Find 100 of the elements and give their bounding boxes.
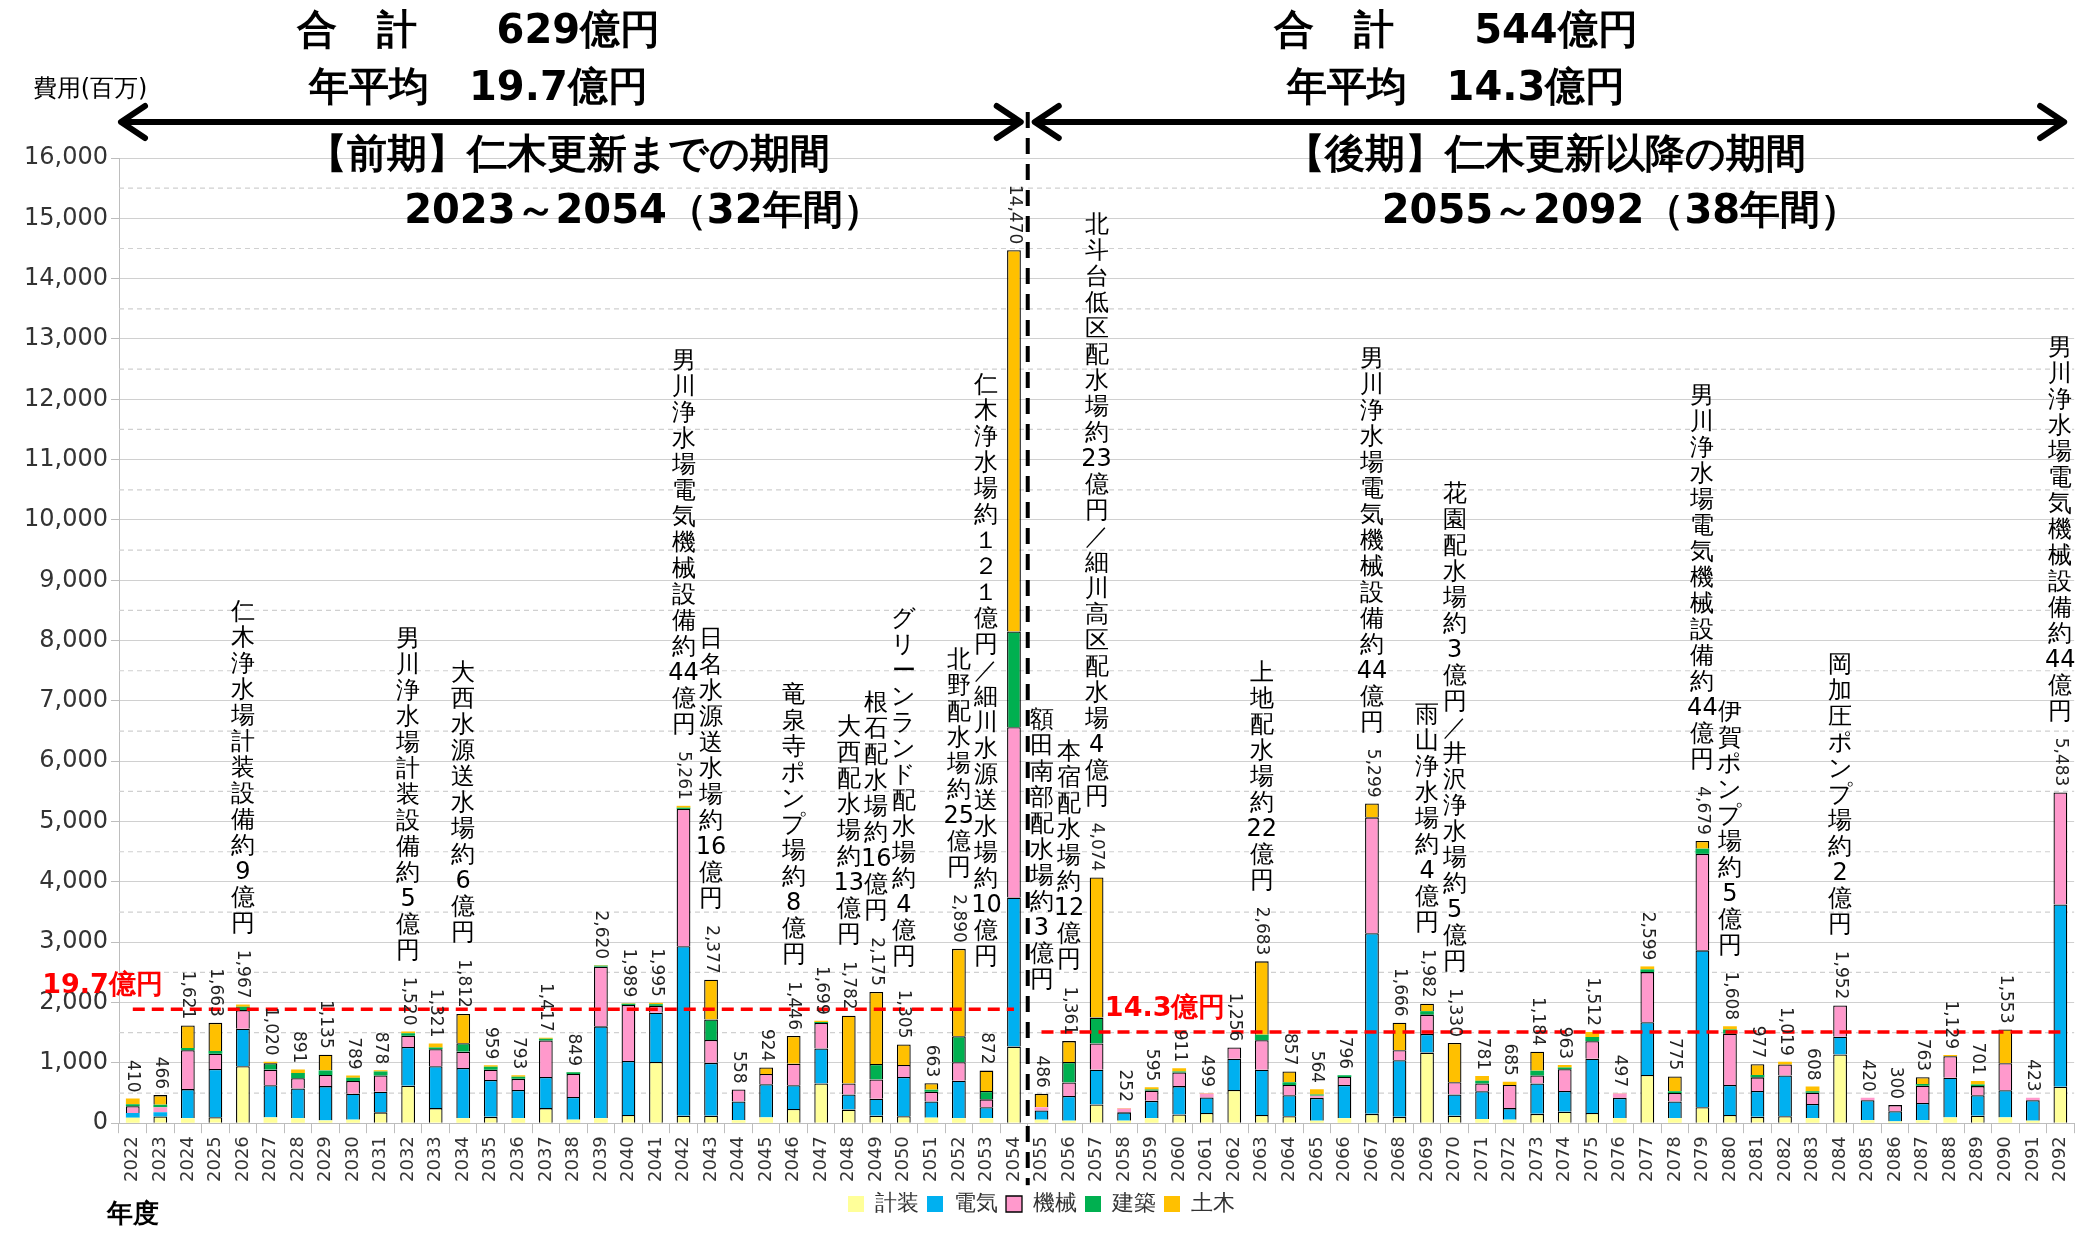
text: 伊賀ポンプ場約5億円 bbox=[1717, 696, 1743, 959]
total-label: 499 bbox=[1198, 1054, 1219, 1088]
text: 男川浄水場計装設備約5億円 bbox=[396, 623, 421, 964]
total-label: 959 bbox=[482, 1026, 503, 1060]
total-label: 663 bbox=[922, 1044, 943, 1078]
text: 雨山浄水場約4億円 bbox=[1415, 699, 1440, 936]
x-tick-label: 2075 bbox=[1579, 1136, 1601, 1182]
x-tick-label: 2092 bbox=[2048, 1136, 2070, 1182]
x-tick-label: 2037 bbox=[533, 1136, 555, 1182]
legend-label: 計装 bbox=[875, 1189, 919, 1215]
total-label: 685 bbox=[1501, 1043, 1522, 1076]
total-label: 1,995 bbox=[647, 948, 668, 997]
total-label: 1,446 bbox=[785, 981, 806, 1030]
x-tick-label: 2028 bbox=[285, 1136, 307, 1182]
total-label: 701 bbox=[1969, 1042, 1990, 1075]
text: 男川浄水場電気機械設備約44億円 bbox=[1356, 343, 1388, 736]
total-label: 1,135 bbox=[317, 1000, 338, 1049]
x-tick-label: 2043 bbox=[698, 1136, 720, 1182]
y-tick-label: 0 bbox=[92, 1107, 108, 1136]
total-label: 891 bbox=[289, 1030, 310, 1064]
total-label: 872 bbox=[978, 1032, 999, 1065]
total-label: 763 bbox=[1914, 1038, 1935, 1072]
y-tick-label: 13,000 bbox=[24, 323, 108, 352]
x-tick-label: 2069 bbox=[1414, 1136, 1436, 1182]
text: 男川浄水場電気機械設備約44億円 bbox=[2045, 332, 2076, 725]
x-tick-label: 2073 bbox=[1524, 1136, 1546, 1182]
x-tick-label: 2089 bbox=[1965, 1136, 1987, 1182]
y-tick-label: 14,000 bbox=[24, 262, 108, 291]
total-label: 564 bbox=[1308, 1050, 1329, 1084]
total-label: 1,020 bbox=[262, 1006, 283, 1056]
x-tick-label: 2076 bbox=[1607, 1136, 1629, 1182]
x-tick-label: 2039 bbox=[588, 1136, 610, 1182]
total-label: 963 bbox=[1556, 1026, 1577, 1060]
x-tick-label: 2056 bbox=[1056, 1136, 1078, 1182]
total-label: 1,321 bbox=[427, 988, 448, 1038]
total-label: 5,261 bbox=[675, 751, 696, 800]
total-label: 2,377 bbox=[702, 925, 723, 974]
y-tick-label: 15,000 bbox=[24, 202, 108, 231]
x-tick-label: 2085 bbox=[1855, 1136, 1877, 1182]
x-tick-label: 2038 bbox=[561, 1136, 583, 1182]
x-tick-label: 2082 bbox=[1772, 1136, 1794, 1182]
y-tick-label: 1,000 bbox=[39, 1047, 108, 1076]
total-label: 1,666 bbox=[1391, 968, 1412, 1017]
x-tick-label: 2030 bbox=[340, 1136, 362, 1182]
total-label: 878 bbox=[372, 1031, 393, 1065]
y-tick-label: 3,000 bbox=[39, 926, 108, 955]
total-label: 1,989 bbox=[620, 948, 641, 998]
y-tick-label: 10,000 bbox=[24, 504, 108, 533]
text: 年平均 14.3億円 bbox=[1285, 63, 1626, 110]
total-label: 1,553 bbox=[1996, 974, 2017, 1024]
annotation: 2023～2054（32年間） bbox=[404, 186, 883, 233]
x-tick-label: 2061 bbox=[1194, 1136, 1216, 1182]
total-label: 1,982 bbox=[1418, 948, 1439, 998]
annotation: 【前期】仁木更新までの期間 bbox=[306, 130, 830, 177]
total-label: 558 bbox=[730, 1051, 751, 1084]
text: 年平均 19.7億円 bbox=[308, 63, 648, 110]
x-tick-label: 2041 bbox=[643, 1136, 665, 1182]
y-tick-label: 12,000 bbox=[24, 383, 108, 412]
x-tick-label: 2077 bbox=[1635, 1136, 1656, 1182]
total-label: 608 bbox=[1804, 1048, 1825, 1081]
text: 上地配水場約22億円 bbox=[1246, 657, 1278, 894]
total-label: 1,019 bbox=[1776, 1007, 1797, 1056]
total-label: 1,782 bbox=[840, 961, 861, 1010]
x-tick-label: 2024 bbox=[175, 1136, 197, 1182]
total-label: 1,129 bbox=[1941, 1000, 1962, 1050]
text: 仁木浄水場計装設備約9億円 bbox=[230, 596, 255, 937]
x-tick-label: 2051 bbox=[919, 1136, 941, 1182]
x-tick-label: 2086 bbox=[1882, 1136, 1904, 1182]
text: 合 計 544億円 bbox=[1273, 6, 1638, 53]
text: 竜泉寺ポンプ場約8億円 bbox=[781, 680, 807, 969]
x-tick-label: 2027 bbox=[258, 1136, 280, 1182]
x-tick-label: 2046 bbox=[781, 1136, 803, 1182]
annotation: 【後期】仁木更新以降の期間 bbox=[1285, 130, 1807, 177]
x-tick-label: 2045 bbox=[753, 1136, 775, 1182]
x-tick-label: 2025 bbox=[203, 1136, 225, 1182]
text: 岡加圧ポンプ場約2億円 bbox=[1827, 649, 1853, 938]
total-label: 796 bbox=[1335, 1036, 1356, 1070]
text: 男川浄水場電気機械設備約44億円 bbox=[1687, 381, 1718, 774]
x-tick-label: 2031 bbox=[368, 1136, 390, 1182]
x-tick-label: 2026 bbox=[230, 1136, 252, 1182]
text: 大西水源送水場約6億円 bbox=[451, 658, 476, 947]
x-tick-label: 2070 bbox=[1442, 1136, 1464, 1182]
total-label: 2,890 bbox=[950, 894, 971, 943]
y-tick-label: 7,000 bbox=[39, 685, 108, 714]
x-tick-label: 2049 bbox=[863, 1136, 885, 1182]
total-label: 2,599 bbox=[1638, 911, 1659, 961]
y-tick-label: 6,000 bbox=[39, 745, 108, 774]
text: 男川浄水場電気機械設備約44億円 bbox=[668, 346, 699, 739]
x-tick-label: 2078 bbox=[1662, 1136, 1684, 1182]
total-label: 1,608 bbox=[1721, 971, 1742, 1021]
x-tick-label: 2052 bbox=[946, 1136, 968, 1182]
x-tick-label: 2066 bbox=[1332, 1136, 1354, 1182]
text: 大西配水場約13億円 bbox=[833, 712, 864, 949]
total-label: 486 bbox=[1033, 1055, 1054, 1088]
total-label: 5,483 bbox=[2051, 737, 2072, 787]
x-tick-label: 2032 bbox=[395, 1136, 417, 1182]
total-label: 423 bbox=[2024, 1059, 2045, 1092]
total-label: 4,679 bbox=[1693, 786, 1714, 835]
x-tick-label: 2040 bbox=[616, 1136, 638, 1182]
total-label: 977 bbox=[1749, 1025, 1770, 1059]
